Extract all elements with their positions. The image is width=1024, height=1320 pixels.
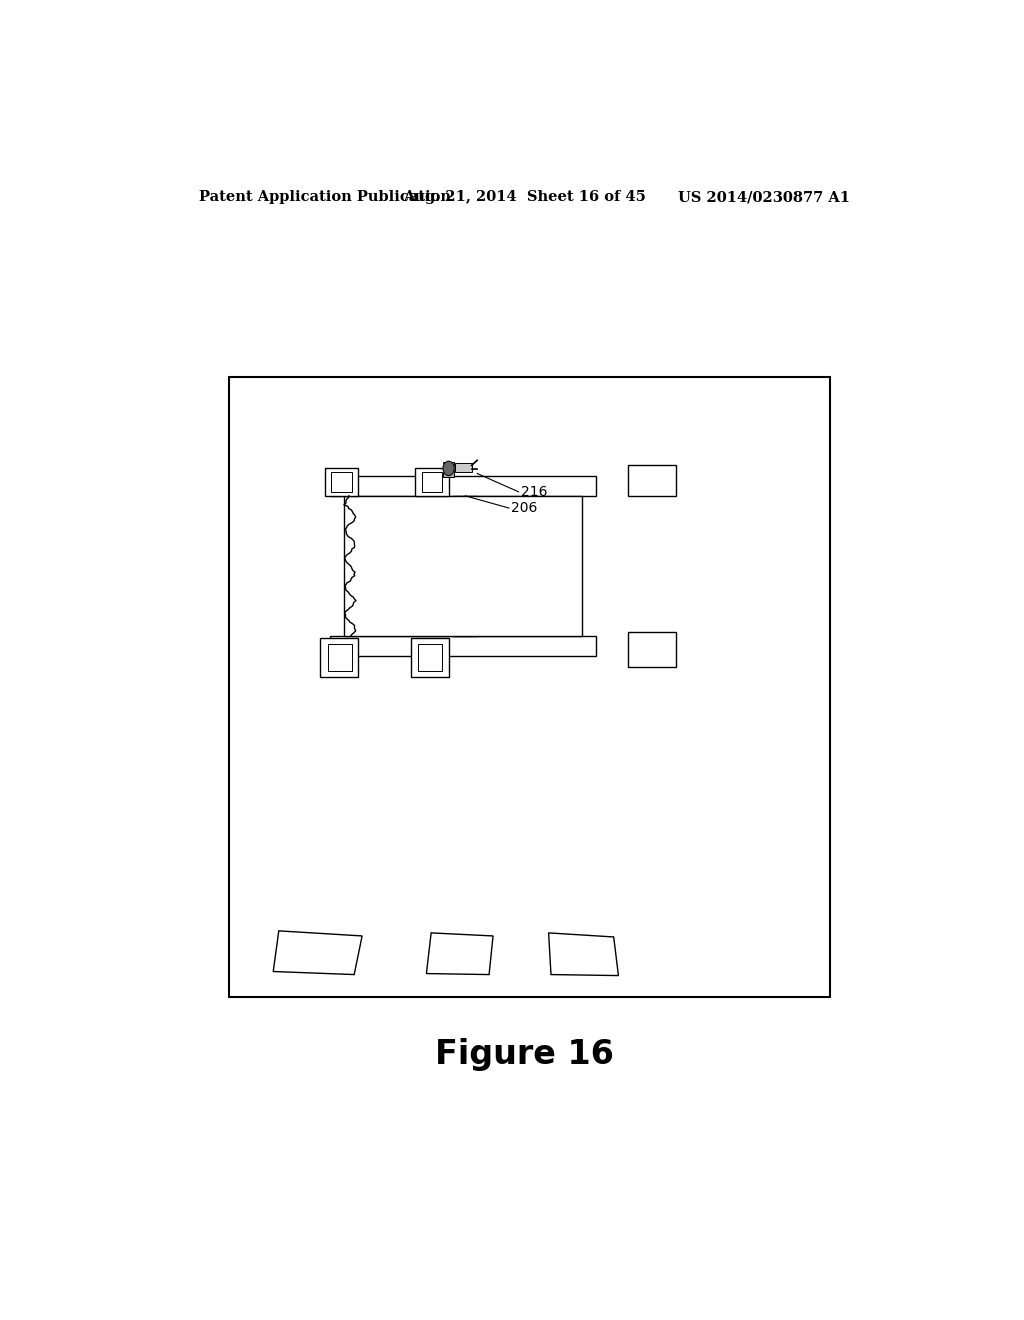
Polygon shape: [426, 933, 494, 974]
Bar: [419, 644, 442, 671]
Polygon shape: [273, 931, 362, 974]
Text: US 2014/0230877 A1: US 2014/0230877 A1: [678, 190, 850, 205]
Text: 206: 206: [511, 502, 538, 515]
Bar: [331, 636, 596, 656]
Text: Figure 16: Figure 16: [435, 1039, 614, 1072]
Polygon shape: [549, 933, 618, 975]
Bar: [454, 496, 477, 636]
Bar: [344, 496, 582, 636]
Bar: [628, 466, 676, 496]
Bar: [628, 632, 676, 667]
Bar: [422, 473, 442, 492]
Bar: [331, 475, 596, 496]
Bar: [416, 469, 449, 496]
Text: Patent Application Publication: Patent Application Publication: [200, 190, 452, 205]
Bar: [443, 462, 455, 477]
Bar: [331, 473, 352, 492]
Bar: [411, 638, 449, 677]
Text: Aug. 21, 2014  Sheet 16 of 45: Aug. 21, 2014 Sheet 16 of 45: [403, 190, 646, 205]
Text: 216: 216: [521, 484, 548, 499]
Bar: [321, 638, 358, 677]
Bar: [228, 378, 830, 997]
Circle shape: [443, 461, 455, 475]
Bar: [325, 469, 358, 496]
Bar: [455, 463, 472, 473]
Bar: [328, 644, 352, 671]
